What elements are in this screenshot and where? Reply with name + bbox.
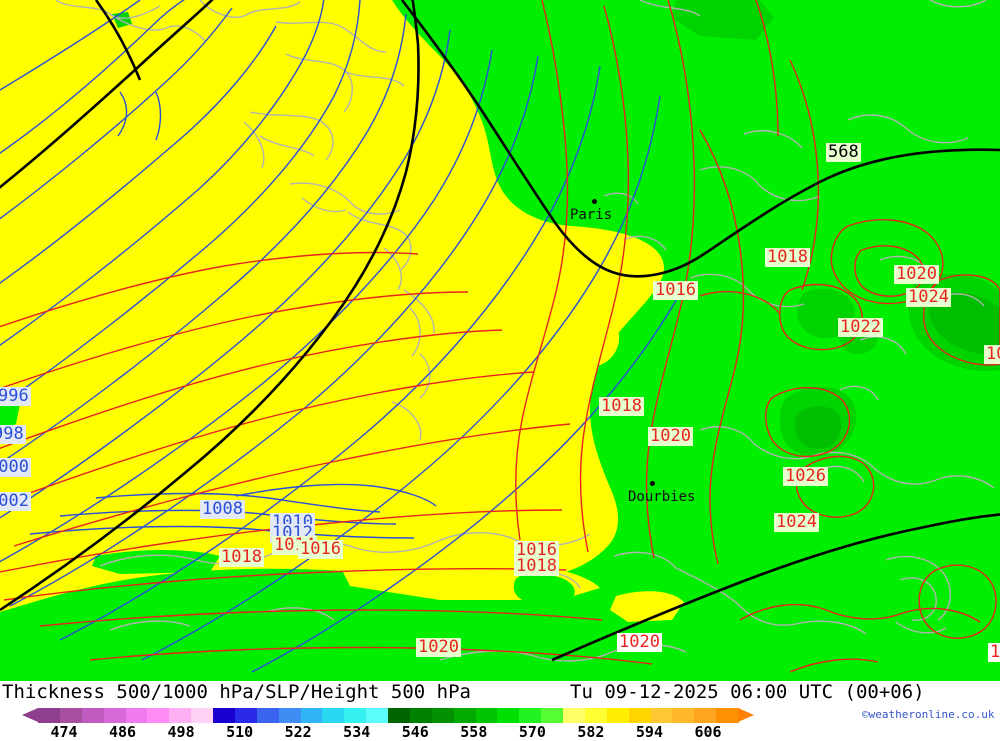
colorbar-swatch [431,708,455,723]
colorbar-swatch [453,708,477,723]
chart-datetime: Tu 09-12-2025 06:00 UTC (00+06) [570,681,925,703]
thickness-colorbar[interactable] [22,708,754,723]
colorbar-tick-label: 498 [167,723,195,741]
colorbar-swatch [584,708,608,723]
colorbar-tick-label: 474 [50,723,78,741]
city-label: Paris [570,207,613,223]
colorbar-tick-labels: 474 486 498 510 522 534 546 558 570 582 594 606 [0,723,1000,741]
contour-label: 568 [826,142,861,162]
contour-label: 1 [988,643,1000,662]
colorbar-swatch [628,708,652,723]
contour-label: 1018 [514,556,559,576]
city-dot-icon [592,199,597,204]
contour-label: 1024 [774,512,819,532]
contour-label: 1020 [617,632,662,652]
colorbar-swatch [606,708,630,723]
colorbar-swatch [125,708,148,723]
colorbar-swatch [388,708,411,723]
fill-yellow-tongue [542,298,620,369]
colorbar-swatch [519,708,542,723]
colorbar-swatch [81,708,105,723]
fill-green-dark-4 [928,292,1000,355]
chart-footer: Thickness 500/1000 hPa/SLP/Height 500 hP… [0,681,1000,741]
colorbar-swatch [497,708,520,723]
slp-contours-red [0,0,1000,673]
contour-label: 1018 [599,396,644,416]
colorbar-swatch [147,708,170,723]
watermark-attribution: ©weatheronline.co.uk [862,708,995,721]
isobars-blue [0,0,683,673]
chart-title: Thickness 500/1000 hPa/SLP/Height 500 hP… [2,681,471,703]
contour-label: 1018 [765,247,810,267]
contour-label: 1026 [783,466,828,486]
colorbar-tick-label: 510 [226,723,254,741]
colorbar-swatch [541,708,564,723]
height-contours-black [0,0,1000,662]
colorbar-swatch [322,708,345,723]
colorbar-right-arrow-icon [738,708,754,722]
colorbar-tick-label: 558 [460,723,488,741]
colorbar-swatch [234,708,258,723]
colorbar-tick-label: 594 [635,723,663,741]
colorbar-swatch [694,708,717,723]
colorbar-swatch [300,708,323,723]
colorbar-swatch [716,708,739,723]
contour-label: 996 [0,387,31,406]
colorbar-swatch [38,708,61,723]
contour-label: 1020 [894,264,939,284]
contour-label: 1008 [200,499,245,519]
colorbar-swatch [672,708,695,723]
contour-label: 998 [0,425,26,444]
fill-green-dark-7 [672,0,774,40]
contour-label: 1000 [0,458,31,477]
colorbar-swatch [169,708,192,723]
colorbar-tick-label: 582 [577,723,605,741]
contour-label: 1016 [653,280,698,300]
fill-green-island-2 [92,550,220,574]
contour-label: 1002 [0,492,31,511]
colorbar-tick-label: 486 [108,723,137,741]
fill-green-dark-2 [794,406,842,450]
colorbar-swatch [213,708,236,723]
colorbar-swatch [650,708,673,723]
contour-label: 1016 [298,539,343,559]
colorbar-left-arrow-icon [22,708,38,722]
map-canvas [0,0,1000,681]
colorbar-tick-label: 570 [518,723,546,741]
colorbar-swatch [278,708,302,723]
contour-label: 1020 [416,637,461,657]
colorbar-swatch [59,708,83,723]
colorbar-swatch [563,708,586,723]
fill-yellow-bottom-right [610,591,684,622]
colorbar-tick-label: 522 [284,723,312,741]
contour-label: 1016 [514,540,559,560]
fill-green-island-1 [513,574,575,606]
colorbar-swatch [409,708,433,723]
colorbar-swatch [256,708,280,723]
contour-label: 10 [984,345,1000,364]
contour-label: 1020 [648,426,693,446]
weather-map[interactable]: Paris Dourbies 568 996 998 1000 1002 1008 10 10… [0,0,1000,681]
contour-label: 1024 [906,287,951,307]
colorbar-tick-label: 546 [401,723,429,741]
fill-thickness-green [0,0,1000,681]
colorbar-tick-label: 606 [694,723,722,741]
city-label: Dourbies [628,489,696,505]
city-dot-icon [650,481,655,486]
colorbar-swatch [475,708,498,723]
colorbar-swatch [344,708,367,723]
colorbar-swatch [191,708,214,723]
contour-label: 1022 [838,317,883,337]
colorbar-swatch [103,708,127,723]
contour-label: 1018 [219,547,264,567]
colorbar-tick-label: 534 [343,723,371,741]
colorbar-swatch [366,708,389,723]
